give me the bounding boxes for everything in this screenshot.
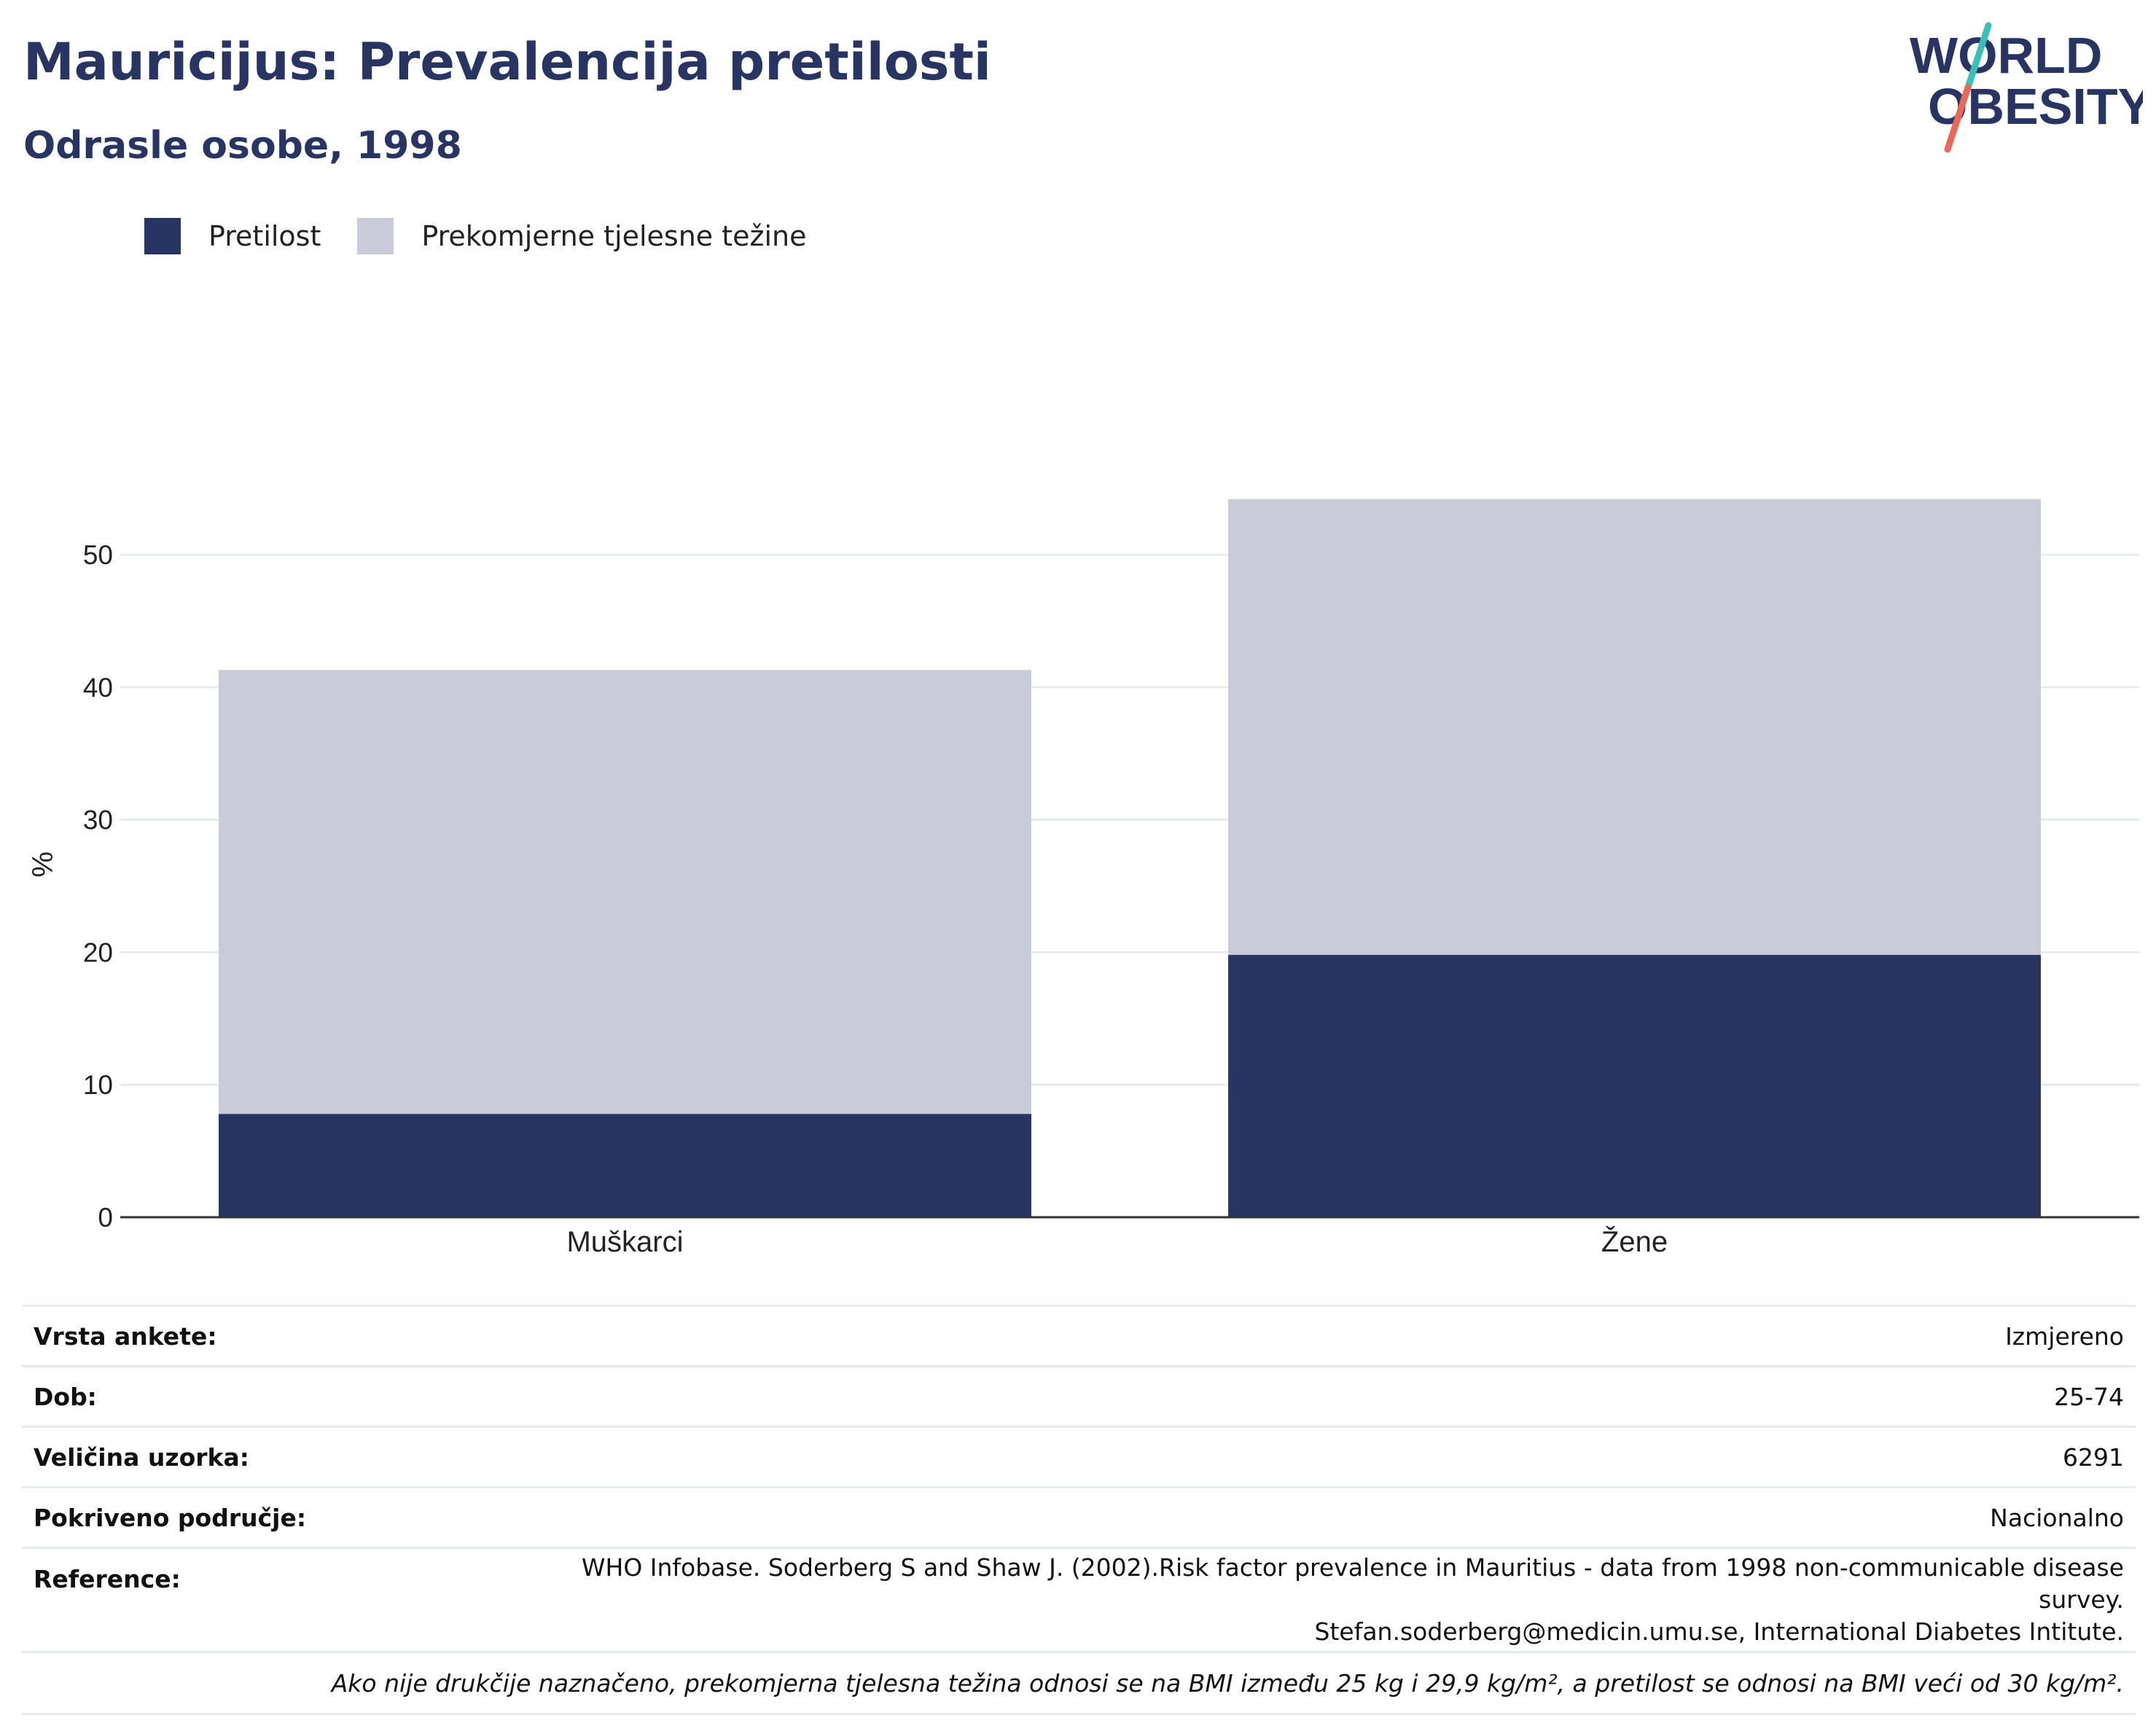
- info-value: 25-74: [483, 1365, 2136, 1427]
- info-row-coverage: Pokriveno područje: Nacionalno: [22, 1486, 2136, 1548]
- legend-item-obesity[interactable]: Pretilost: [144, 218, 321, 254]
- chart-legend: Pretilost Prekomjerne tjelesne težine: [144, 216, 843, 257]
- y-tick-label: 10: [83, 1070, 113, 1100]
- info-row-survey-type: Vrsta ankete: Izmjereno: [22, 1305, 2136, 1367]
- y-tick-label: 50: [83, 540, 113, 570]
- stacked-bar-chart: 0 10 20 30 40 50% Muškarci Žene: [27, 499, 2139, 1258]
- y-tick-label: 0: [98, 1203, 113, 1233]
- definition-note: Ako nije drukčije naznačeno, prekomjerna…: [22, 1651, 2136, 1715]
- info-value-reference: WHO Infobase. Soderberg S and Shaw J. (2…: [483, 1547, 2136, 1652]
- info-row-note: Ako nije drukčije naznačeno, prekomjerna…: [22, 1651, 2136, 1715]
- logo-slash-coral: [1944, 84, 1972, 153]
- legend-item-overweight[interactable]: Prekomjerne tjelesne težine: [357, 218, 807, 254]
- info-row-sample-size: Veličina uzorka: 6291: [22, 1426, 2136, 1488]
- info-label: Dob:: [22, 1365, 483, 1427]
- x-tick-label: Muškarci: [566, 1226, 683, 1258]
- y-axis-title: %: [27, 851, 59, 878]
- bar-overweight-0: [219, 670, 1031, 1114]
- info-label: Reference:: [22, 1547, 483, 1652]
- reference-line-2[interactable]: Stefan.soderberg@medicin.umu.se, Interna…: [1314, 1617, 2124, 1646]
- logo-slash-teal: [1964, 22, 1992, 91]
- chart-title: Mauricijus: Prevalencija pretilosti: [23, 32, 991, 92]
- logo-word-world: WORLD: [1910, 27, 2102, 84]
- y-tick-label: 40: [83, 673, 113, 703]
- survey-info-table: Vrsta ankete: Izmjereno Dob: 25-74 Velič…: [22, 1305, 2136, 1715]
- reference-line-1: WHO Infobase. Soderberg S and Shaw J. (2…: [581, 1553, 2124, 1614]
- bar-obesity-0: [219, 1114, 1031, 1217]
- info-row-age: Dob: 25-74: [22, 1365, 2136, 1427]
- y-tick-label: 20: [83, 937, 113, 967]
- legend-label-overweight: Prekomjerne tjelesne težine: [421, 220, 807, 252]
- legend-swatch-overweight: [357, 218, 394, 254]
- chart-subtitle: Odrasle osobe, 1998: [23, 124, 462, 168]
- legend-label-obesity: Pretilost: [208, 220, 321, 252]
- info-value: Izmjereno: [483, 1305, 2136, 1367]
- bar-obesity-1: [1228, 955, 2041, 1217]
- info-row-reference: Reference: WHO Infobase. Soderberg S and…: [22, 1547, 2136, 1652]
- y-tick-label: 30: [83, 805, 113, 835]
- info-label: Vrsta ankete:: [22, 1305, 483, 1367]
- info-label: Veličina uzorka:: [22, 1426, 483, 1488]
- info-label: Pokriveno područje:: [22, 1486, 483, 1548]
- bar-overweight-1: [1228, 499, 2041, 956]
- info-value: Nacionalno: [483, 1486, 2136, 1548]
- legend-swatch-obesity: [144, 218, 181, 254]
- info-value: 6291: [483, 1426, 2136, 1488]
- world-obesity-logo: WORLD OBESITY: [1910, 22, 2143, 153]
- x-tick-label: Žene: [1601, 1225, 1668, 1258]
